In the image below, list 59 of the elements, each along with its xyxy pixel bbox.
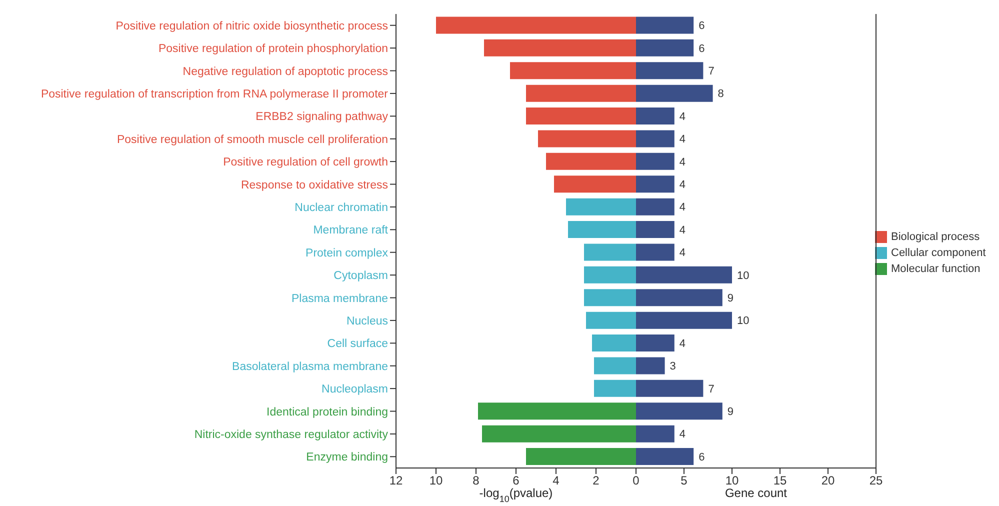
data-label: 4 bbox=[679, 156, 686, 168]
y-tick-label: ERBB2 signaling pathway bbox=[256, 111, 388, 124]
y-tick-label: Protein complex bbox=[306, 247, 388, 260]
y-tick-label: Enzyme binding bbox=[306, 452, 388, 464]
x-tick-label: 6 bbox=[512, 474, 520, 488]
data-label: 4 bbox=[679, 202, 686, 214]
y-tick-label: Cytoplasm bbox=[334, 270, 388, 282]
data-label: 3 bbox=[670, 360, 676, 373]
x-tick-label: 8 bbox=[472, 474, 480, 488]
data-label: 6 bbox=[698, 42, 705, 55]
y-tick-label: Positive regulation of transcription from RNA polymerase II promoter bbox=[40, 88, 388, 100]
x-tick-label: 12 bbox=[389, 474, 403, 488]
y-tick-label: Positive regulation of smooth muscle cell proliferation bbox=[116, 134, 388, 146]
data-label: 6 bbox=[698, 451, 705, 464]
y-tick-label: Response to oxidative stress bbox=[240, 179, 388, 192]
x-tick-label: 4 bbox=[552, 474, 560, 488]
bar bbox=[636, 425, 674, 442]
data-label: 4 bbox=[679, 338, 686, 350]
data-label: 8 bbox=[718, 88, 724, 100]
data-label: 10 bbox=[737, 315, 750, 328]
x-tick-label: 25 bbox=[869, 474, 883, 488]
x-axis-title: -log$_{10}$(pvalue) bbox=[479, 486, 553, 504]
data-label: 9 bbox=[727, 292, 734, 305]
y-tick-label: Nitric-oxide synthase regulator activity bbox=[194, 428, 388, 441]
x-tick-label: 0 bbox=[632, 474, 640, 488]
y-tick-label: Plasma membrane bbox=[291, 292, 388, 305]
data-label: 9 bbox=[727, 406, 734, 418]
y-tick-label: Nucleus bbox=[346, 315, 388, 328]
legend-label: Cellular component bbox=[891, 247, 986, 259]
data-label: 10 bbox=[737, 270, 750, 282]
x-tick-label: 5 bbox=[680, 474, 688, 488]
data-label: 4 bbox=[679, 179, 686, 192]
data-label: 4 bbox=[679, 224, 686, 236]
y-tick-label: Positive regulation of nitric oxide biosynthetic process bbox=[116, 20, 388, 32]
x-tick-label: 2 bbox=[592, 474, 600, 488]
data-label: 4 bbox=[679, 110, 686, 123]
y-tick-label: Nucleoplasm bbox=[322, 384, 388, 396]
x-tick-label: 20 bbox=[821, 474, 835, 488]
data-label: 4 bbox=[679, 428, 686, 441]
legend-label: Molecular function bbox=[891, 263, 980, 275]
legend-label: Biological process bbox=[891, 231, 980, 243]
y-tick-label: Positive regulation of protein phosphorylation bbox=[158, 43, 388, 56]
bar bbox=[636, 16, 694, 34]
data-label: 7 bbox=[708, 66, 714, 78]
x-tick-label: 15 bbox=[773, 474, 787, 488]
y-tick-label: Identical protein binding bbox=[266, 406, 388, 418]
y-tick-label: Membrane raft bbox=[313, 224, 389, 237]
y-tick-label: Basolateral plasma membrane bbox=[232, 360, 388, 373]
x-axis-title: Gene count bbox=[724, 486, 788, 500]
y-tick-label: Nuclear chromatin bbox=[294, 202, 388, 214]
y-tick-label: Negative regulation of apoptotic process bbox=[182, 66, 388, 78]
data-label: 6 bbox=[698, 20, 705, 32]
x-tick-label: 10 bbox=[429, 474, 443, 488]
data-label: 4 bbox=[679, 134, 686, 146]
data-label: 7 bbox=[708, 383, 714, 396]
x-tick-label: 10 bbox=[725, 474, 739, 488]
y-tick-label: Cell surface bbox=[327, 338, 388, 350]
data-label: 4 bbox=[679, 247, 686, 260]
y-tick-label: Positive regulation of cell growth bbox=[223, 156, 388, 169]
